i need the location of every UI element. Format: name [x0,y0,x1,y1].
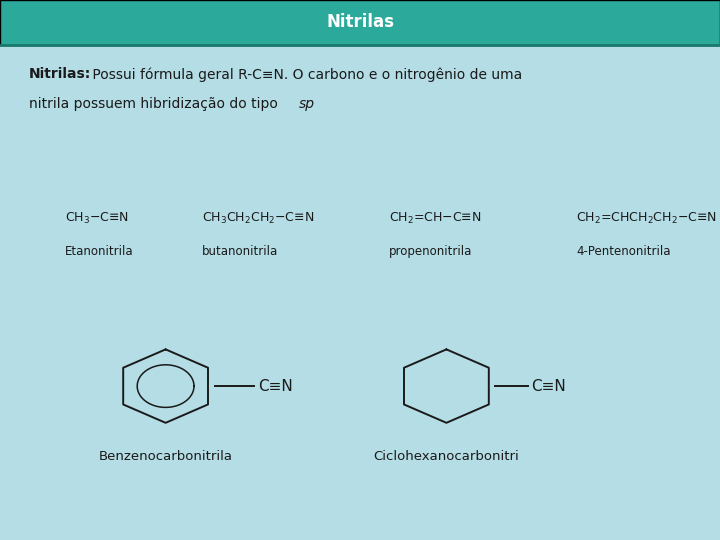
Text: Possui fórmula geral R-C≡N. O carbono e o nitrogênio de uma: Possui fórmula geral R-C≡N. O carbono e … [88,68,522,82]
Text: 4-Pentenonitrila: 4-Pentenonitrila [576,245,670,258]
Text: butanonitrila: butanonitrila [202,245,278,258]
Text: CH$_3$−C≡N: CH$_3$−C≡N [65,211,129,226]
Text: Nitrilas:: Nitrilas: [29,68,91,82]
Text: C≡N: C≡N [258,379,292,394]
Text: sp: sp [299,97,315,111]
Text: CH$_2$=CHCH$_2$CH$_2$−C≡N: CH$_2$=CHCH$_2$CH$_2$−C≡N [576,211,717,226]
Text: Etanonitrila: Etanonitrila [65,245,133,258]
Text: Ciclohexanocarbonitri: Ciclohexanocarbonitri [374,450,519,463]
Text: nitrila possuem hibridização do tipo: nitrila possuem hibridização do tipo [29,97,282,111]
FancyBboxPatch shape [0,0,720,45]
Text: Nitrilas: Nitrilas [326,14,394,31]
Text: CH$_3$CH$_2$CH$_2$−C≡N: CH$_3$CH$_2$CH$_2$−C≡N [202,211,314,226]
Text: propenonitrila: propenonitrila [389,245,472,258]
Text: CH$_2$=CH−C≡N: CH$_2$=CH−C≡N [389,211,482,226]
Text: C≡N: C≡N [531,379,566,394]
Text: Benzenocarbonitrila: Benzenocarbonitrila [99,450,233,463]
